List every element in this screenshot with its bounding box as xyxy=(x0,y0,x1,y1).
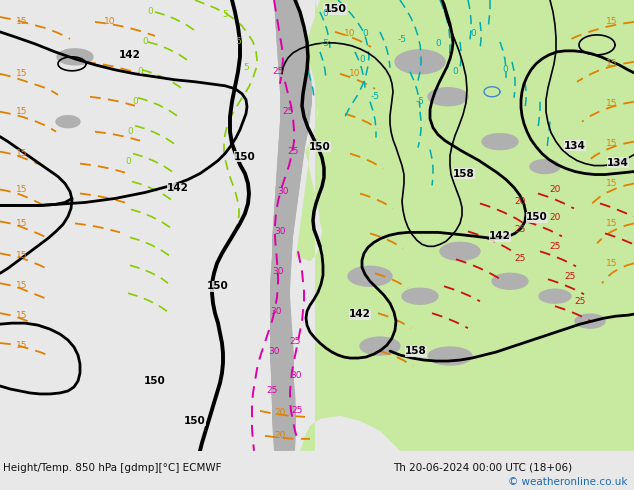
Text: 0: 0 xyxy=(127,127,133,136)
Polygon shape xyxy=(348,266,392,286)
Text: 5: 5 xyxy=(222,10,228,20)
Text: 15: 15 xyxy=(16,18,28,26)
Text: 15: 15 xyxy=(16,219,28,228)
Text: 0: 0 xyxy=(125,157,131,166)
Text: 25: 25 xyxy=(574,297,586,306)
Text: 158: 158 xyxy=(453,169,475,178)
Text: 0: 0 xyxy=(142,37,148,47)
Polygon shape xyxy=(270,0,312,451)
Text: 15: 15 xyxy=(606,99,618,108)
Text: 0: 0 xyxy=(322,9,328,19)
Text: 25: 25 xyxy=(289,337,301,345)
Text: 15: 15 xyxy=(606,219,618,228)
Text: 150: 150 xyxy=(144,376,166,386)
Text: 15: 15 xyxy=(606,139,618,148)
Polygon shape xyxy=(270,0,312,451)
Text: 142: 142 xyxy=(349,309,371,319)
Text: 142: 142 xyxy=(489,231,511,242)
Text: 0: 0 xyxy=(452,67,458,76)
Text: Height/Temp. 850 hPa [gdmp][°C] ECMWF: Height/Temp. 850 hPa [gdmp][°C] ECMWF xyxy=(3,463,222,472)
Text: 0: 0 xyxy=(362,29,368,38)
Text: 150: 150 xyxy=(526,213,548,222)
Text: 20: 20 xyxy=(549,213,560,222)
Polygon shape xyxy=(440,243,480,260)
Text: 30: 30 xyxy=(272,267,284,276)
Polygon shape xyxy=(428,88,468,106)
Text: 25: 25 xyxy=(291,406,302,416)
Text: 150: 150 xyxy=(234,151,256,162)
Text: 15: 15 xyxy=(16,281,28,290)
Text: 30: 30 xyxy=(268,346,280,356)
Text: -5: -5 xyxy=(370,92,380,101)
Text: 25: 25 xyxy=(514,254,526,263)
Text: 15: 15 xyxy=(606,179,618,188)
Text: 15: 15 xyxy=(16,107,28,116)
Text: 10: 10 xyxy=(104,18,116,26)
Text: 150: 150 xyxy=(184,416,206,426)
Text: 15: 15 xyxy=(16,149,28,158)
Text: 5: 5 xyxy=(243,63,249,73)
Polygon shape xyxy=(296,0,634,451)
Text: 0: 0 xyxy=(132,97,138,106)
Text: 134: 134 xyxy=(564,141,586,150)
Text: 15: 15 xyxy=(606,59,618,68)
Polygon shape xyxy=(360,337,400,355)
Polygon shape xyxy=(539,289,571,303)
Text: 10: 10 xyxy=(349,69,361,78)
Text: 0: 0 xyxy=(502,65,508,74)
Polygon shape xyxy=(402,288,438,304)
Text: 15: 15 xyxy=(606,18,618,26)
Text: 20: 20 xyxy=(275,431,286,441)
Text: 30: 30 xyxy=(275,227,286,236)
Text: 0: 0 xyxy=(359,55,365,64)
Text: 134: 134 xyxy=(607,158,629,168)
Polygon shape xyxy=(428,347,472,365)
Text: 25: 25 xyxy=(514,225,526,234)
Text: 20: 20 xyxy=(275,408,286,417)
Polygon shape xyxy=(575,314,605,328)
Text: 25: 25 xyxy=(282,107,294,116)
Text: 15: 15 xyxy=(16,251,28,260)
Text: 142: 142 xyxy=(167,183,189,194)
Text: 20: 20 xyxy=(549,185,560,194)
Text: 0: 0 xyxy=(137,67,143,76)
Text: 15: 15 xyxy=(16,69,28,78)
Text: 15: 15 xyxy=(16,185,28,194)
Text: 25: 25 xyxy=(564,272,576,281)
Text: 142: 142 xyxy=(119,50,141,60)
Text: 5: 5 xyxy=(235,37,241,47)
Text: -5: -5 xyxy=(415,97,425,106)
Text: 25: 25 xyxy=(273,67,283,76)
Text: 25: 25 xyxy=(549,242,560,251)
Text: 25: 25 xyxy=(287,147,299,156)
Text: 150: 150 xyxy=(207,281,229,291)
Text: 15: 15 xyxy=(16,341,28,349)
Text: Th 20-06-2024 00:00 UTC (18+06): Th 20-06-2024 00:00 UTC (18+06) xyxy=(393,463,573,472)
Text: 10: 10 xyxy=(344,29,356,38)
Polygon shape xyxy=(57,49,93,65)
Text: 15: 15 xyxy=(606,259,618,268)
Polygon shape xyxy=(395,50,445,74)
Text: 0: 0 xyxy=(470,29,476,38)
Text: 30: 30 xyxy=(290,371,302,381)
Polygon shape xyxy=(315,0,634,37)
Text: -5: -5 xyxy=(398,35,406,45)
Text: 30: 30 xyxy=(270,307,281,316)
Polygon shape xyxy=(482,134,518,149)
Text: 15: 15 xyxy=(16,311,28,319)
Polygon shape xyxy=(530,160,560,173)
Text: 0: 0 xyxy=(147,7,153,17)
Text: 150: 150 xyxy=(323,4,347,14)
Text: © weatheronline.co.uk: © weatheronline.co.uk xyxy=(508,477,628,487)
Polygon shape xyxy=(56,116,80,128)
Polygon shape xyxy=(492,273,528,289)
Text: 158: 158 xyxy=(405,346,427,356)
Text: 150: 150 xyxy=(309,142,331,151)
Text: 0: 0 xyxy=(435,39,441,49)
Text: 20: 20 xyxy=(514,197,526,206)
Text: 30: 30 xyxy=(277,187,288,196)
Text: 25: 25 xyxy=(266,387,278,395)
Text: -5: -5 xyxy=(321,39,330,49)
